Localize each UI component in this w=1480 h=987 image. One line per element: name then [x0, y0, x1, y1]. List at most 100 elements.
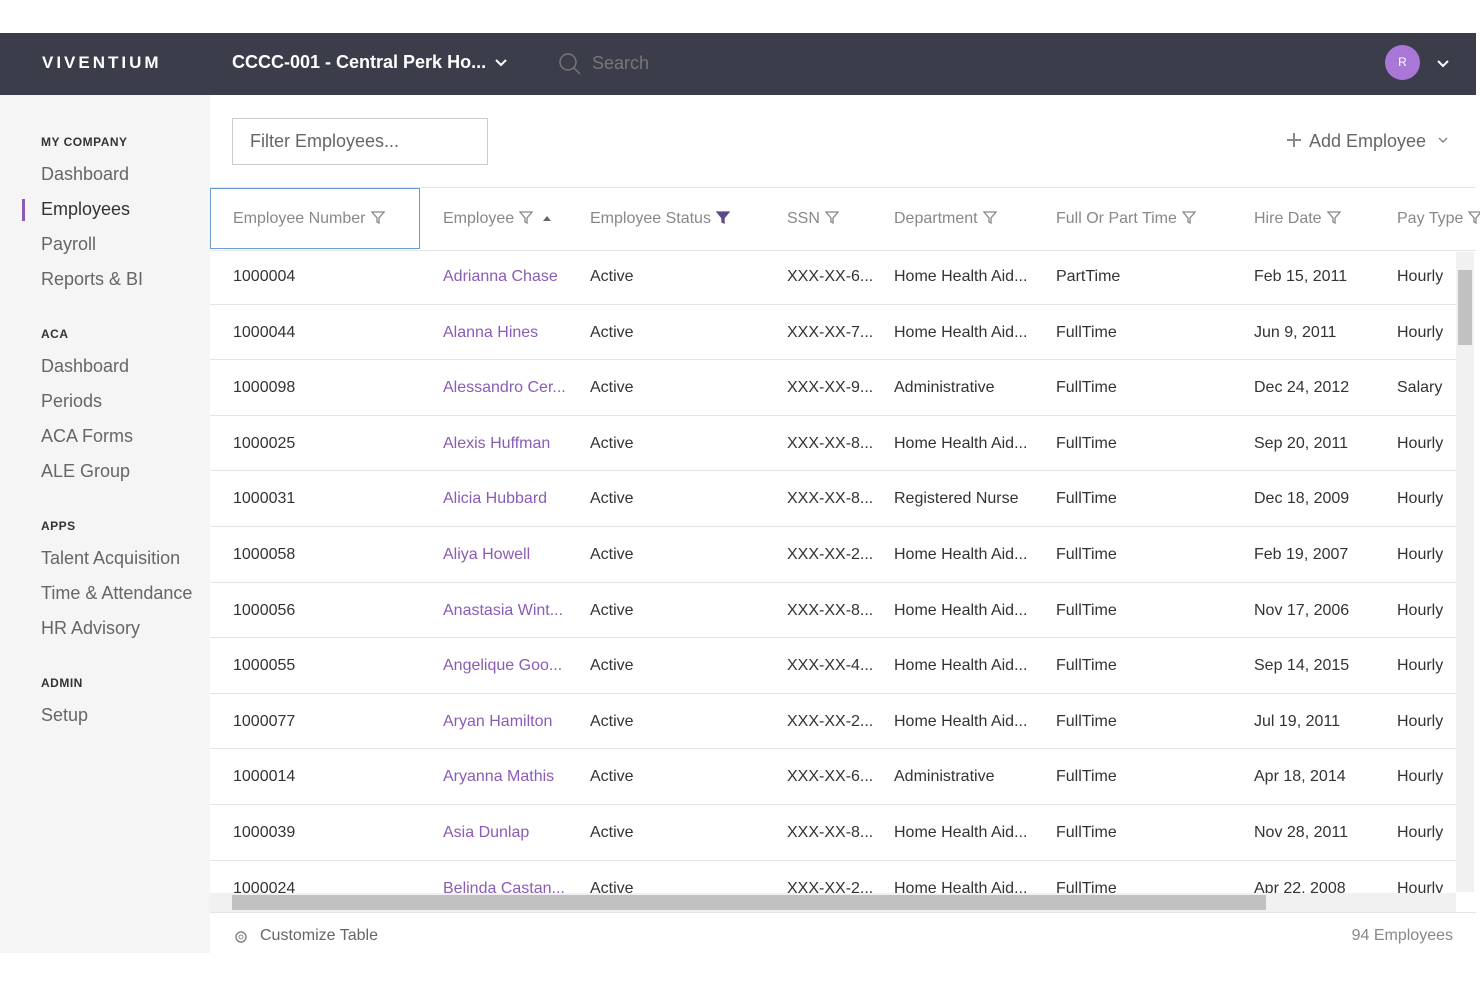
table-cell: 1000024 [233, 879, 296, 893]
table-row[interactable]: 1000014 Aryanna Mathis Active XXX-XX-6... Ad… [210, 749, 1456, 805]
table-cell: Sep 20, 2011 [1254, 434, 1349, 452]
column-header[interactable]: Employee Status [590, 210, 731, 228]
table-cell: Hourly [1397, 824, 1444, 841]
employee-link[interactable]: Angelique Goo... [443, 657, 563, 675]
table-cell: Home Health Aid... [894, 879, 1028, 893]
column-header[interactable]: Full Or Part Time [1056, 210, 1197, 228]
sort-icon[interactable] [541, 213, 553, 223]
column-header[interactable]: Hire Date [1254, 210, 1341, 228]
nav-item[interactable]: Dashboard [41, 356, 130, 376]
nav-item[interactable]: Dashboard [41, 164, 130, 184]
nav-item[interactable]: ACA Forms [41, 426, 134, 446]
filter-input[interactable]: Filter Employees... [232, 118, 488, 165]
table-cell: 1000056 [233, 601, 296, 619]
nav-item[interactable]: Time & Attendance [41, 583, 193, 603]
nav-item[interactable]: Employees [41, 199, 131, 219]
table-row[interactable]: 1000098 Alessandro Cer... Active XXX-XX-9..… [210, 360, 1456, 416]
table-cell: XXX-XX-4... [787, 657, 874, 675]
column-label[interactable]: Employee Status [590, 210, 711, 227]
section-title: ACA [41, 327, 69, 341]
table-cell: XXX-XX-8... [787, 490, 874, 508]
customize-table[interactable]: Customize Table [260, 927, 378, 944]
table-row[interactable]: 1000039 Asia Dunlap Active XXX-XX-8... Home … [210, 805, 1456, 861]
column-label[interactable]: Department [894, 210, 978, 227]
scroll-thumb[interactable] [232, 895, 1266, 910]
table-row[interactable]: 1000004 Adrianna Chase Active XXX-XX-6... Ho… [210, 249, 1456, 305]
search-input[interactable]: Search [592, 53, 650, 73]
nav-item[interactable]: ALE Group [41, 461, 131, 481]
table-cell: 1000031 [233, 490, 296, 508]
company-selector[interactable]: CCCC-001 - Central Perk Ho... [232, 52, 487, 72]
column-label[interactable]: Employee Number [233, 210, 366, 227]
table-cell: 1000039 [233, 824, 296, 841]
column-header[interactable]: Department [894, 210, 997, 228]
table-row[interactable]: 1000055 Angelique Goo... Active XXX-XX-4...… [210, 638, 1456, 694]
logo[interactable]: VIVENTIUM [42, 53, 162, 72]
employee-link[interactable]: Asia Dunlap [443, 824, 530, 841]
employee-link[interactable]: Aryan Hamilton [443, 712, 553, 730]
column-label[interactable]: Full Or Part Time [1056, 210, 1177, 227]
column-label[interactable]: SSN [787, 210, 820, 227]
table-cell: XXX-XX-7... [787, 323, 874, 341]
filter-icon[interactable] [1326, 210, 1341, 225]
table-row[interactable]: 1000056 Anastasia Wint... Active XXX-XX-8..… [210, 583, 1456, 639]
employee-link[interactable]: Alessandro Cer... [443, 379, 566, 397]
scroll-thumb[interactable] [1458, 270, 1472, 345]
nav-item[interactable]: Setup [41, 705, 89, 725]
filter-icon[interactable] [982, 210, 997, 225]
filter-icon[interactable] [715, 210, 731, 225]
table-row[interactable]: 1000031 Alicia Hubbard Active XXX-XX-8... Re… [210, 471, 1456, 527]
table-row[interactable]: 1000024 Belinda Castan... Active XXX-XX-2..… [210, 861, 1456, 893]
employee-link[interactable]: Anastasia Wint... [443, 601, 564, 619]
table-cell: Home Health Aid... [894, 268, 1028, 285]
add-employee-button[interactable]: Add Employee [1309, 131, 1427, 151]
employee-link[interactable]: Aliya Howell [443, 546, 531, 563]
table-cell: Hourly [1397, 434, 1444, 452]
table-cell: Hourly [1397, 768, 1444, 786]
employee-link[interactable]: Belinda Castan... [443, 879, 565, 893]
filter-icon[interactable] [1468, 210, 1480, 225]
sidebar: MY COMPANY Dashboard Employees Payroll Repor… [0, 95, 210, 953]
column-header[interactable]: Pay Type [1397, 210, 1480, 228]
chevron[interactable] [1437, 59, 1449, 69]
nav-item[interactable]: Reports & BI [41, 269, 144, 289]
table-cell: XXX-XX-8... [787, 824, 874, 841]
table-row[interactable]: 1000058 Aliya Howell Active XXX-XX-2... Home… [210, 527, 1456, 583]
column-label[interactable]: Pay Type [1397, 210, 1464, 227]
table-cell: PartTime [1056, 268, 1121, 285]
filter-icon[interactable] [370, 210, 385, 225]
avatar[interactable]: R [1385, 45, 1420, 80]
table-row[interactable]: 1000077 Aryan Hamilton Active XXX-XX-2... Ho… [210, 694, 1456, 750]
horizontal-scrollbar[interactable] [210, 893, 1456, 912]
gear-icon [235, 931, 247, 943]
table-row[interactable]: 1000044 Alanna Hines Active XXX-XX-7... Home… [210, 305, 1456, 361]
column-label[interactable]: Hire Date [1254, 210, 1322, 227]
top-bar: VIVENTIUM CCCC-001 - Central Perk Ho... … [0, 33, 1476, 95]
column-header[interactable]: Employee [443, 210, 553, 228]
table-cell: Home Health Aid... [894, 601, 1028, 619]
table-cell: Active [590, 601, 634, 619]
nav-item[interactable]: Payroll [41, 234, 97, 254]
vertical-scrollbar[interactable] [1456, 252, 1474, 892]
column-label[interactable]: Employee [443, 210, 515, 227]
filter-icon[interactable] [824, 210, 840, 225]
employee-link[interactable]: Alanna Hines [443, 323, 539, 341]
table-cell: Active [590, 712, 634, 730]
table-row[interactable]: 1000025 Alexis Huffman Active XXX-XX-8... Ho… [210, 416, 1456, 472]
filter-icon[interactable] [1181, 210, 1197, 225]
table-cell: Nov 28, 2011 [1254, 824, 1348, 841]
table-cell: Salary [1397, 379, 1443, 397]
employee-link[interactable]: Alexis Huffman [443, 434, 551, 452]
nav-item[interactable]: HR Advisory [41, 618, 141, 638]
filter-icon[interactable] [518, 210, 534, 225]
employee-link[interactable]: Alicia Hubbard [443, 490, 548, 508]
employee-link[interactable]: Adrianna Chase [443, 268, 558, 285]
table-cell: Hourly [1397, 879, 1444, 893]
nav-item[interactable]: Periods [41, 391, 103, 411]
column-header[interactable]: SSN [787, 210, 840, 228]
column-header[interactable]: Employee Number [233, 210, 385, 228]
table-header: Employee Number Employee Employee Status SS… [210, 187, 1480, 251]
nav-item[interactable]: Talent Acquisition [41, 548, 181, 568]
employee-link[interactable]: Aryanna Mathis [443, 768, 555, 786]
